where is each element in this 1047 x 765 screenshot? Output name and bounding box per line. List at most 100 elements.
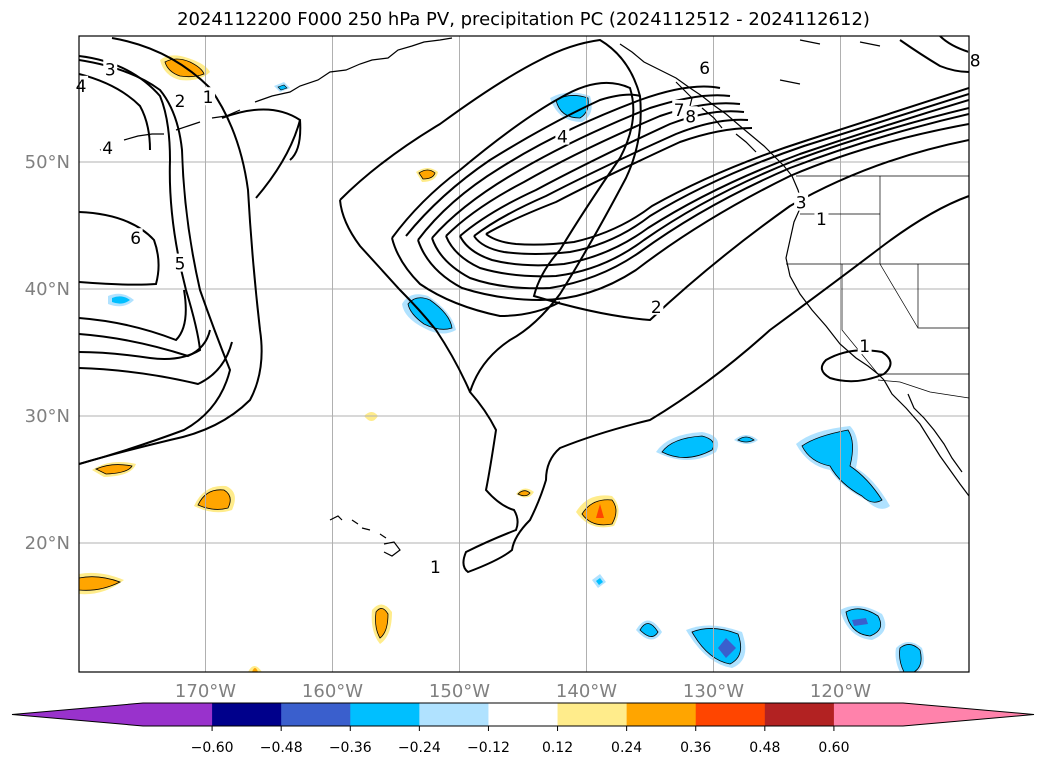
pv-contour — [79, 211, 160, 286]
pv-label-bg — [683, 106, 698, 125]
pv-label-bg — [649, 296, 664, 315]
precip-patch — [375, 608, 389, 639]
lon-tick-label: 160°W — [302, 681, 363, 702]
colorbar-bin — [626, 703, 697, 726]
pv-contour-label: 4 — [102, 139, 113, 159]
pv-label-bg — [173, 91, 188, 110]
colorbar-tick-label: 0.36 — [680, 740, 711, 756]
pv-contour — [79, 341, 233, 386]
pv-contour-label: 8 — [685, 107, 696, 127]
pv-contour — [79, 59, 232, 465]
pv-label-bg — [128, 228, 143, 247]
colorbar-tick-label: 0.24 — [611, 740, 642, 756]
pv-contour-label: 2 — [651, 298, 662, 318]
pv-contour-label: 5 — [175, 255, 186, 275]
colorbar-tick-label: −0.12 — [467, 740, 510, 756]
precip-patch — [718, 638, 736, 658]
pv-contour-label: 1 — [816, 210, 827, 230]
pv-contour — [459, 99, 969, 267]
northern-coast — [779, 39, 881, 85]
precip-patch — [79, 576, 122, 591]
pv-contour-label: 8 — [970, 51, 981, 71]
latitude-labels: 50°N 40°N 30°N 20°N — [25, 152, 70, 554]
pv-contour — [473, 118, 749, 237]
pv-contour-label: 6 — [699, 59, 710, 79]
colorbar-bin — [833, 703, 904, 726]
pv-label-bg — [555, 126, 570, 145]
precip-patch — [737, 436, 755, 443]
precip-patch — [277, 84, 288, 91]
precip-patch — [517, 490, 531, 497]
pv-contour — [289, 119, 302, 161]
pv-contour — [405, 93, 641, 237]
pv-contour — [391, 237, 561, 318]
pv-contour-label: 1 — [859, 337, 870, 357]
colorbar-bin — [488, 703, 559, 726]
pv-contour — [79, 73, 151, 151]
pv-label-bg — [968, 50, 983, 69]
colorbar-bin — [764, 703, 835, 726]
pv-contour-label: 1 — [430, 558, 441, 578]
pv-contour-label: 4 — [557, 128, 568, 148]
mexico-border — [877, 379, 969, 399]
colorbar-bin — [281, 703, 351, 726]
colorbar-outline — [11, 702, 1035, 727]
pv-label-bg — [74, 75, 89, 94]
map-title: 2024112200 F000 250 hPa PV, precipitatio… — [177, 9, 870, 30]
lon-tick-label: 170°W — [175, 681, 236, 702]
baja-coast — [883, 379, 969, 497]
precipitation-shading — [79, 55, 924, 672]
precip-patch — [252, 668, 258, 672]
lat-tick-label: 40°N — [25, 279, 70, 300]
colorbar-bin — [350, 703, 420, 726]
pv-contour — [820, 349, 892, 383]
pv-contour — [417, 123, 969, 302]
colorbar-extend-low — [12, 703, 143, 726]
hawaii-islands — [329, 515, 401, 557]
map-gridlines — [79, 36, 969, 672]
precip-patch — [596, 504, 604, 518]
pv-contour-label: 2 — [175, 92, 186, 112]
pv-label-bg — [103, 59, 118, 78]
lat-tick-label: 20°N — [25, 533, 70, 554]
pv-contour — [445, 102, 741, 237]
pv-label-bg — [100, 138, 115, 157]
colorbar-bin — [557, 703, 628, 726]
colorbar-tick-label: 0.48 — [749, 740, 780, 756]
pv-contour — [391, 81, 969, 322]
precip-patch — [596, 578, 603, 585]
pv-contours — [79, 36, 969, 574]
us-state-lines — [786, 176, 969, 375]
pv-contour — [431, 94, 731, 239]
lon-tick-label: 150°W — [429, 681, 490, 702]
precip-patch — [197, 489, 231, 510]
map-frame — [78, 35, 970, 673]
lon-tick-label: 140°W — [556, 681, 617, 702]
pv-contour-label: 3 — [105, 60, 116, 80]
pv-contour — [939, 36, 969, 53]
precip-patch — [95, 464, 133, 475]
pv-contour — [899, 39, 969, 73]
pv-contour — [485, 87, 969, 246]
precip-patch — [801, 429, 883, 503]
pv-contour-label: 6 — [130, 229, 141, 249]
colorbar-tick-label: −0.48 — [260, 740, 303, 756]
alaska-coast — [254, 37, 453, 103]
colorbar-bin — [143, 703, 213, 726]
precip-patch — [418, 169, 436, 180]
colorbar-tick-label: −0.60 — [191, 740, 234, 756]
lon-tick-label: 120°W — [810, 681, 871, 702]
precip-patch — [112, 296, 130, 304]
colorbar-extend-high — [903, 703, 1034, 726]
pv-contour — [445, 107, 969, 278]
pv-contour-label: 3 — [796, 194, 807, 214]
bc-islands — [675, 81, 757, 153]
longitude-labels: 170°W 160°W 150°W 140°W 130°W 120°W — [175, 681, 871, 702]
precip-patch — [407, 297, 453, 330]
pv-contour-label: 7 — [674, 101, 685, 121]
pv-contour — [431, 113, 969, 290]
pv-contour — [485, 127, 753, 235]
colorbar-tick-label: −0.24 — [398, 740, 441, 756]
